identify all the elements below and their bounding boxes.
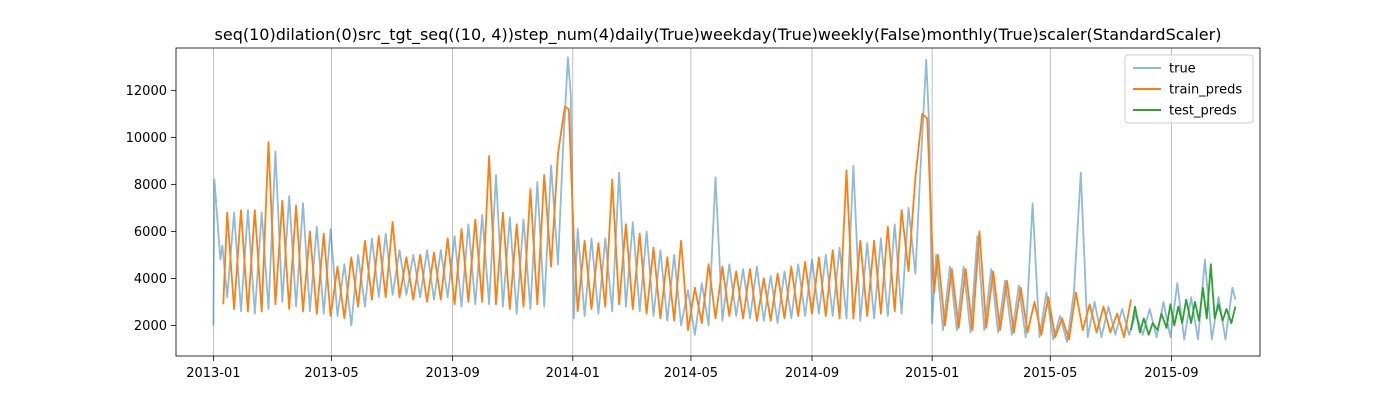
legend-label-train-preds: train_preds (1169, 83, 1242, 98)
series-line-test-preds (1130, 263, 1237, 336)
x-tick-label: 2013-09 (425, 366, 479, 381)
series-line-train-preds (222, 105, 1132, 341)
axes-frame (175, 47, 1261, 357)
x-tick-label: 2015-01 (905, 366, 959, 381)
legend-label-test-preds: test_preds (1169, 104, 1237, 119)
series-line-true (212, 56, 1237, 343)
y-tick-label: 4000 (134, 272, 167, 287)
x-tick-label: 2013-01 (186, 366, 240, 381)
legend-label-true: true (1169, 62, 1196, 77)
y-tick-label: 8000 (134, 178, 167, 193)
x-tick-label: 2015-09 (1144, 366, 1198, 381)
x-tick-label: 2015-05 (1023, 366, 1077, 381)
y-tick-label: 12000 (126, 84, 167, 99)
x-tick-label: 2013-05 (304, 366, 358, 381)
y-tick-label: 6000 (134, 225, 167, 240)
x-tick-label: 2014-05 (664, 366, 718, 381)
plot-area: 2013-01 2013-05 2013-09 2014-01 2014-05 2014-… (126, 47, 1261, 381)
y-tick-label: 2000 (134, 319, 167, 334)
legend-box (1124, 54, 1254, 124)
chart-title: seq(10)dilation(0)src_tgt_seq((10, 4))st… (215, 25, 1222, 45)
x-tick-label: 2014-09 (785, 366, 839, 381)
x-tick-label: 2014-01 (546, 366, 600, 381)
y-tick-label: 10000 (126, 131, 167, 146)
